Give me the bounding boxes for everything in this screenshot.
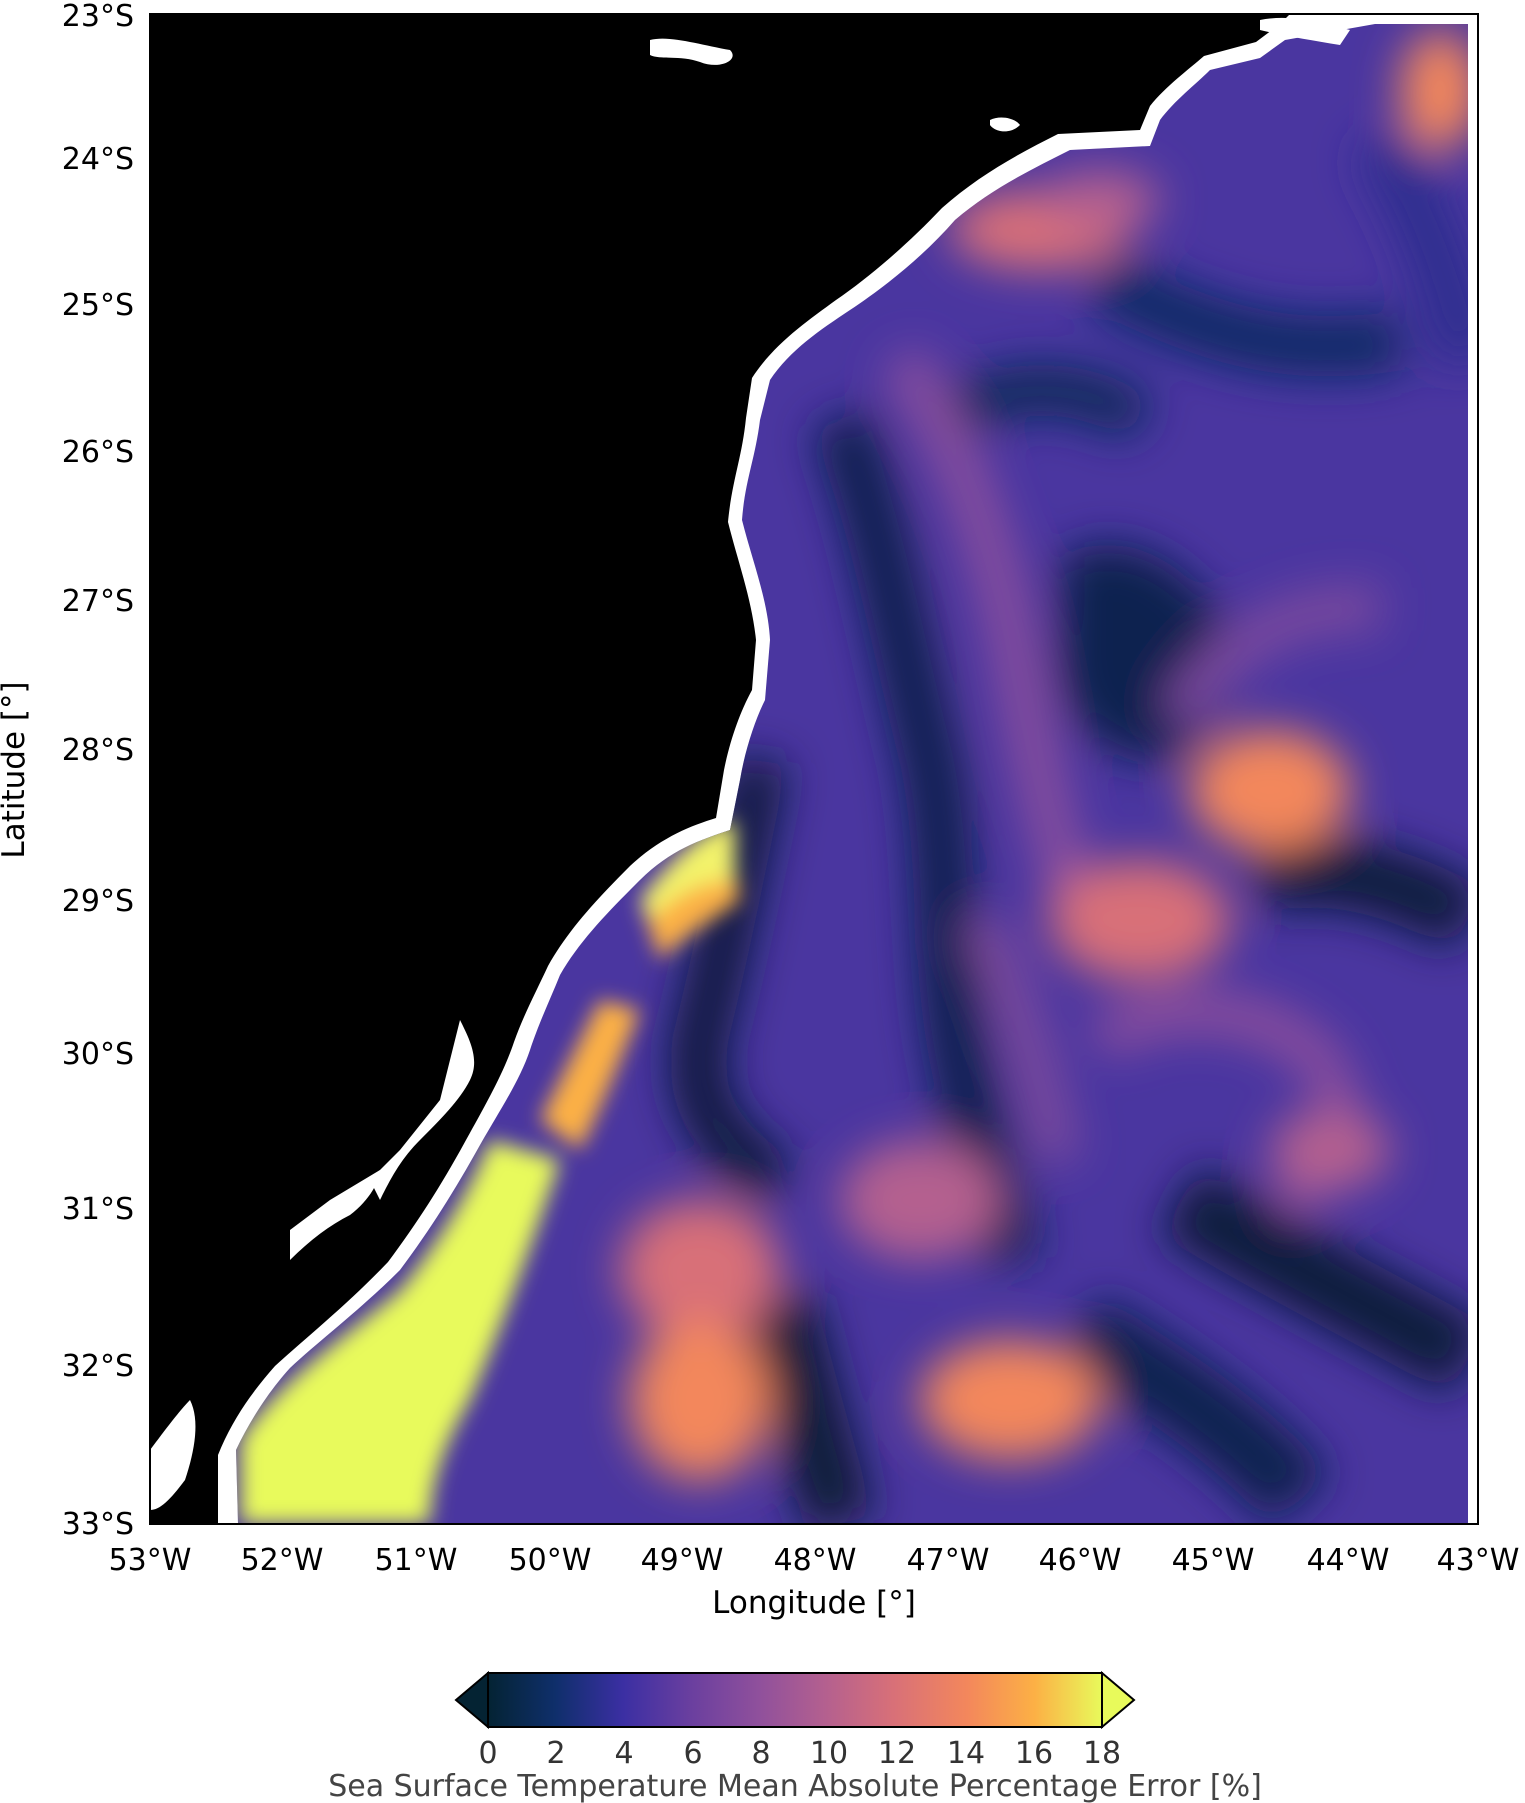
colorbar-extend-min: [454, 1670, 489, 1730]
colorbar-tick-label: 2: [546, 1736, 565, 1771]
x-tick-label: 45°W: [1172, 1543, 1255, 1578]
colorbar-tick-label: 10: [810, 1736, 848, 1771]
colorbar-tick-label: 14: [947, 1736, 985, 1771]
colorbar-tick-label: 4: [614, 1736, 633, 1771]
x-tick-label: 43°W: [1437, 1543, 1520, 1578]
y-axis-title: Latitude [°]: [0, 681, 32, 858]
x-tick-label: 48°W: [774, 1543, 857, 1578]
x-tick-label: 47°W: [907, 1543, 990, 1578]
y-tick-label: 31°S: [62, 1192, 134, 1227]
plot-frame: [149, 13, 1479, 1525]
y-tick-label: 28°S: [62, 733, 134, 768]
y-tick-label: 32°S: [62, 1349, 134, 1384]
colorbar-tick-label: 0: [478, 1736, 497, 1771]
x-tick-label: 44°W: [1307, 1543, 1390, 1578]
colorbar-tick-label: 18: [1083, 1736, 1121, 1771]
colorbar-tick-label: 6: [683, 1736, 702, 1771]
colorbar-title: Sea Surface Temperature Mean Absolute Pe…: [328, 1769, 1262, 1803]
y-tick-label: 23°S: [62, 0, 134, 34]
x-tick-label: 51°W: [375, 1543, 458, 1578]
colorbar-tick-label: 16: [1015, 1736, 1053, 1771]
y-tick-label: 29°S: [62, 884, 134, 919]
colorbar: [454, 1670, 1136, 1730]
colorbar-tick-label: 8: [751, 1736, 770, 1771]
y-tick-label: 33°S: [62, 1507, 134, 1542]
x-tick-label: 49°W: [641, 1543, 724, 1578]
y-tick-label: 27°S: [62, 584, 134, 619]
colorbar-gradient: [488, 1673, 1102, 1727]
y-tick-label: 25°S: [62, 288, 134, 323]
x-tick-label: 53°W: [109, 1543, 192, 1578]
colorbar-extend-max: [1101, 1670, 1136, 1730]
x-axis-title: Longitude [°]: [712, 1585, 916, 1621]
y-tick-label: 24°S: [62, 142, 134, 177]
x-tick-label: 46°W: [1039, 1543, 1122, 1578]
x-tick-label: 50°W: [509, 1543, 592, 1578]
colorbar-ticks: 0 2 4 6 8 10 12 14 16 18: [478, 1736, 1121, 1771]
y-tick-label: 26°S: [62, 435, 134, 470]
colorbar-tick-label: 12: [878, 1736, 916, 1771]
x-tick-label: 52°W: [241, 1543, 324, 1578]
y-tick-label: 30°S: [62, 1037, 134, 1072]
y-axis: 23°S 24°S 25°S 26°S 27°S 28°S 29°S 30°S …: [62, 0, 134, 1542]
lagoon-shapes: [150, 17, 1350, 1510]
x-axis: 53°W 52°W 51°W 50°W 49°W 48°W 47°W 46°W …: [109, 1543, 1520, 1578]
